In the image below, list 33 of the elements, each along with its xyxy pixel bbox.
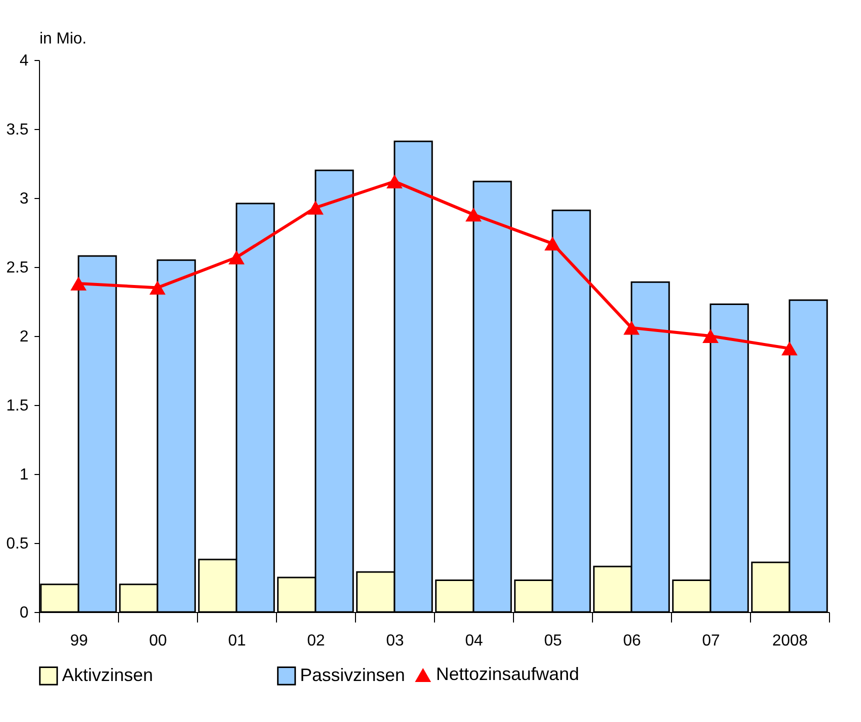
y-tick-label: 0 (20, 604, 29, 622)
x-tick-label: 05 (544, 632, 562, 650)
point (228, 250, 245, 264)
x-tick-label: 2008 (772, 632, 808, 650)
point (544, 236, 561, 251)
y-tick-label: 4 (20, 52, 29, 70)
x-tick-label: 06 (623, 632, 641, 650)
point (70, 276, 87, 291)
legend-label: Passivzinsen (300, 664, 406, 685)
x-tick-label: 00 (149, 632, 167, 650)
point (386, 174, 403, 188)
point (465, 208, 482, 222)
y-tick-label: 3.5 (6, 122, 29, 138)
y-tick-label: 0.5 (6, 536, 29, 552)
x-tick-label: 02 (307, 632, 325, 650)
x-tick-label: 04 (465, 632, 483, 650)
x-tick-label: 99 (70, 632, 88, 650)
point (781, 341, 798, 356)
y-tick-label: 3 (20, 190, 29, 208)
point (149, 280, 166, 295)
x-tick-label: 01 (228, 632, 246, 650)
y-tick-label: 2 (20, 328, 29, 346)
x-tick-label: 07 (702, 632, 720, 650)
legend-label: Aktivzinsen (62, 664, 154, 685)
x-tick-label: 03 (386, 632, 404, 650)
legend-label: Nettozinsaufwand (436, 664, 580, 684)
point (702, 329, 719, 343)
point (307, 200, 324, 215)
y-axis-title: in Mio. (40, 30, 87, 48)
point (623, 320, 640, 335)
y-tick-label: 1.5 (6, 398, 29, 414)
y-tick-label: 2.5 (6, 260, 29, 276)
y-tick-label: 1 (20, 466, 29, 484)
